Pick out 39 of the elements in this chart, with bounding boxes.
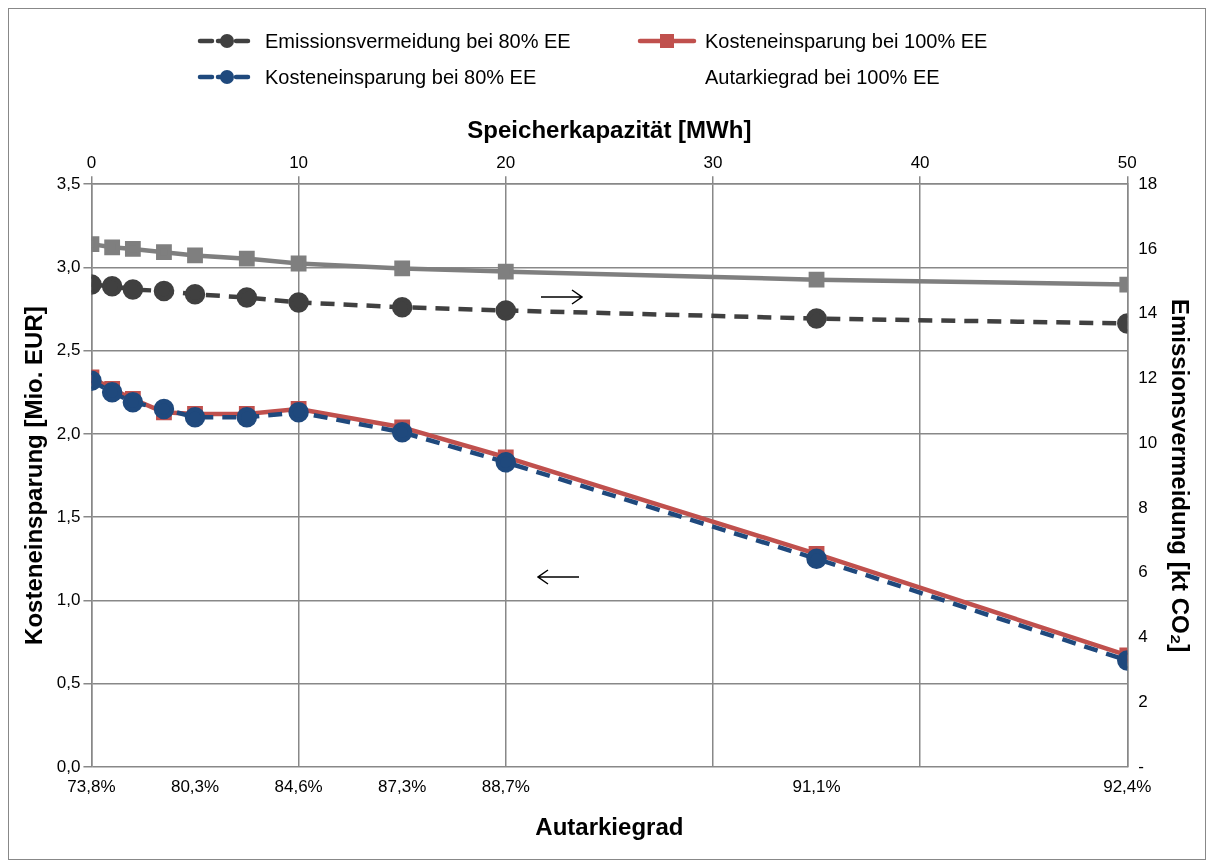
x-tick-label: 50 [1117, 152, 1137, 172]
x2-axis-title: Autarkiegrad [535, 813, 684, 841]
legend-label: Kosteneinsparung bei 100% EE [705, 29, 988, 53]
y2-axis-title: Emissionsvermeidung [kt CO₂] [1166, 298, 1194, 653]
y2-tick-label: 10 [1138, 432, 1158, 452]
y2-tick-label: - [1138, 756, 1144, 776]
y-axis-title: Kosteneinsparung [Mio. EUR] [20, 306, 48, 645]
x-tick-label: 30 [703, 152, 723, 172]
x-tick-label: 0 [86, 152, 97, 172]
y-tick-label: 2,0 [56, 423, 81, 443]
y2-tick-label: 12 [1138, 368, 1158, 388]
text: Autarkiegrad bei 100% EE [705, 65, 940, 89]
text: 84,6% [274, 777, 323, 797]
y2-tick-label: 2 [1138, 691, 1148, 711]
y2-tick-label: 4 [1138, 627, 1148, 647]
y-tick-label: 0,5 [56, 673, 81, 693]
text: 88,7% [481, 777, 530, 797]
y2-tick-label: 14 [1138, 303, 1158, 323]
text: 73,8% [67, 777, 116, 797]
y-tick-label: 1,5 [56, 506, 81, 526]
x-axis-title: Speicherkapazität [MWh] [467, 116, 752, 144]
legend-label: Emissionsvermeidung bei 80% EE [265, 29, 571, 53]
y2-tick-label: 6 [1138, 562, 1148, 582]
text: 92,4% [1103, 777, 1152, 797]
y-tick-label: 1,0 [56, 590, 81, 610]
text: 80,3% [170, 777, 220, 797]
y2-tick-label: 8 [1138, 497, 1148, 517]
y2-tick-label: 18 [1138, 173, 1158, 193]
text: 91,1% [792, 777, 841, 797]
text: 87,3% [378, 777, 427, 797]
x-tick-label: 20 [496, 152, 516, 172]
y-tick-label: 3,0 [56, 257, 81, 277]
y-tick-label: 2,5 [56, 340, 81, 360]
x-tick-label: 40 [910, 152, 930, 172]
x-tick-label: 10 [289, 152, 309, 172]
y2-tick-label: 16 [1138, 238, 1158, 258]
legend-label: Kosteneinsparung bei 80% EE [265, 65, 537, 89]
y-tick-label: 0,0 [56, 756, 81, 776]
y-tick-label: 3,5 [56, 173, 81, 193]
